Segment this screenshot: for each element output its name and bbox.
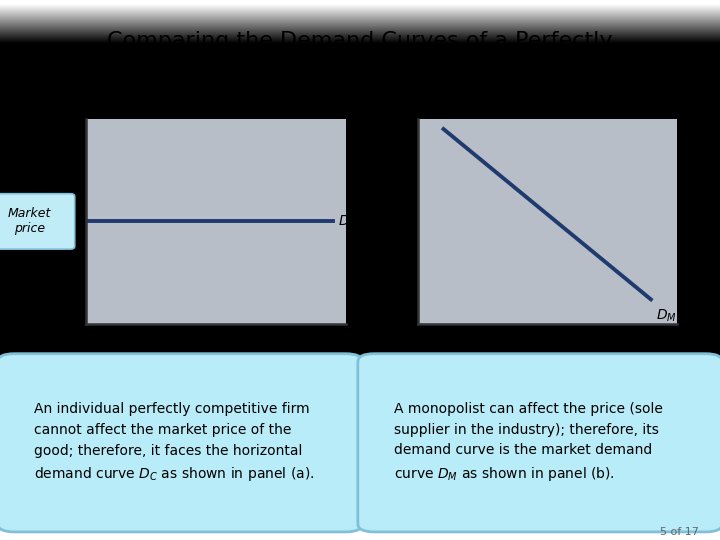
FancyBboxPatch shape [358,354,720,532]
Text: Price: Price [81,99,121,113]
Text: Market
price: Market price [8,207,51,235]
Text: Quantity: Quantity [614,336,682,350]
Text: An individual perfectly competitive firm
cannot affect the market price of the
g: An individual perfectly competitive firm… [35,402,315,483]
Text: Comparing the Demand Curves of a Perfectly: Comparing the Demand Curves of a Perfect… [107,31,613,51]
Text: $D_C$: $D_C$ [338,213,357,230]
Text: 5 of 17: 5 of 17 [660,527,698,537]
Text: Competitive Producer and a Monopolist: Competitive Producer and a Monopolist [140,66,580,86]
FancyBboxPatch shape [0,194,75,249]
Text: (b) Demand Curve of a Monopolist: (b) Demand Curve of a Monopolist [355,86,624,100]
Text: A monopolist can affect the price (sole
supplier in the industry); therefore, it: A monopolist can affect the price (sole … [395,402,663,483]
Text: $D_M$: $D_M$ [656,308,677,324]
FancyBboxPatch shape [0,354,362,532]
Text: Quantity: Quantity [283,336,351,350]
Text: Price: Price [413,99,452,113]
Text: (a) Demand Curve of an Individual
Perfectly Competitive Producer: (a) Demand Curve of an Individual Perfec… [2,80,271,111]
